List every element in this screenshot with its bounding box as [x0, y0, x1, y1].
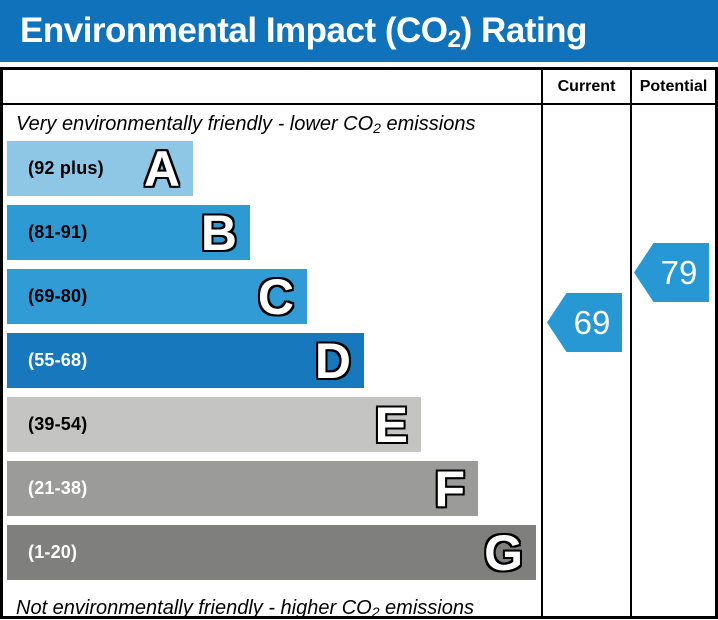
band-range-label: (69-80) — [28, 286, 88, 306]
band-range-label: (39-54) — [28, 414, 88, 434]
band-list: (92 plus) A (81-91) B (69-80) C (55-68) … — [3, 141, 541, 580]
band-chart-area: Very environmentally friendly - lower CO… — [3, 105, 541, 620]
band-row-c: (69-80) C — [7, 269, 307, 324]
title-co2-subscript: 2 — [447, 26, 462, 54]
current-score-marker: 69 — [547, 293, 622, 352]
band-row-g: (1-20) G — [7, 525, 536, 580]
table-header-row: Current Potential — [3, 70, 715, 105]
band-letter: E — [374, 396, 408, 453]
bottom-annotation: Not environmentally friendly - higher CO… — [16, 597, 474, 620]
band-range-label: (1-20) — [28, 542, 78, 562]
current-column: 69 — [541, 105, 630, 616]
current-score-value: 69 — [573, 303, 611, 341]
rating-table: Current Potential Very environmentally f… — [0, 67, 718, 620]
potential-score-marker: 79 — [634, 243, 709, 302]
band-row-d: (55-68) D — [7, 333, 364, 388]
band-letter: G — [484, 524, 523, 581]
band-letter: A — [143, 140, 180, 197]
band-letter: F — [434, 460, 465, 517]
band-row-a: (92 plus) A — [7, 141, 193, 196]
band-row-f: (21-38) F — [7, 461, 478, 516]
band-range-label: (92 plus) — [28, 158, 104, 178]
header-spacer-cell — [3, 70, 541, 103]
band-letter: C — [257, 268, 294, 325]
title-bar: Environmental Impact (CO2) Rating — [0, 0, 718, 62]
top-annotation: Very environmentally friendly - lower CO… — [16, 113, 476, 137]
page-title: Environmental Impact (CO2) Rating — [20, 11, 587, 54]
table-body: Very environmentally friendly - lower CO… — [3, 105, 715, 620]
band-row-b: (81-91) B — [7, 205, 250, 260]
potential-score-value: 79 — [660, 253, 698, 291]
potential-column: 79 — [630, 105, 715, 616]
band-range-label: (81-91) — [28, 222, 88, 242]
column-header-potential: Potential — [630, 70, 715, 103]
band-letter: D — [314, 332, 351, 389]
band-letter: B — [200, 204, 237, 261]
band-row-e: (39-54) E — [7, 397, 421, 452]
band-range-label: (21-38) — [28, 478, 88, 498]
band-range-label: (55-68) — [28, 350, 88, 370]
column-header-current: Current — [541, 70, 630, 103]
